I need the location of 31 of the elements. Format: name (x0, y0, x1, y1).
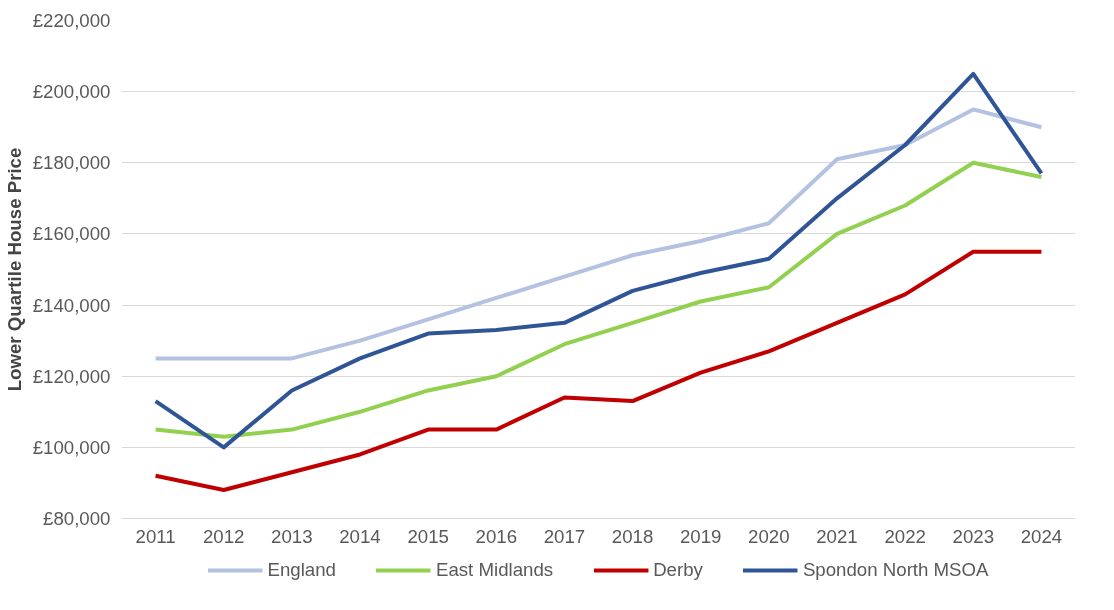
legend-label: Derby (653, 559, 703, 581)
line-series (153, 160, 1044, 439)
x-tick-label: 2024 (1020, 525, 1063, 547)
x-tick-label: 2012 (202, 525, 245, 547)
legend-label: East Midlands (435, 559, 554, 581)
y-axis-title: Lower Quartile House Price (3, 147, 25, 392)
line-series (153, 107, 1044, 361)
y-tick-label: £100,000 (32, 436, 111, 458)
x-tick-label: 2011 (135, 525, 176, 547)
x-tick-label: 2013 (271, 525, 313, 547)
x-tick-label: 2022 (884, 525, 926, 547)
y-tick-label: £140,000 (32, 294, 111, 316)
legend-label: England (267, 559, 336, 581)
x-tick-label: 2021 (816, 525, 858, 547)
x-tick-label: 2014 (339, 525, 381, 547)
x-tick-label: 2016 (475, 525, 518, 547)
y-tick-label: £160,000 (32, 223, 111, 245)
x-tick-label: 2015 (407, 525, 449, 547)
line-series (153, 71, 1044, 450)
x-tick-label: 2023 (952, 525, 995, 547)
x-tick-label: 2019 (679, 525, 722, 547)
y-tick-label: £120,000 (32, 365, 111, 387)
line-series (153, 249, 1044, 493)
y-tick-label: £220,000 (32, 10, 111, 31)
y-tick-label: £200,000 (32, 81, 111, 103)
legend-label: Spondon North MSOA (802, 559, 989, 581)
x-tick-label: 2017 (543, 525, 586, 547)
y-tick-label: £80,000 (43, 508, 111, 529)
x-tick-label: 2020 (748, 525, 790, 547)
y-tick-label: £180,000 (32, 152, 111, 174)
x-tick-label: 2018 (611, 525, 654, 547)
